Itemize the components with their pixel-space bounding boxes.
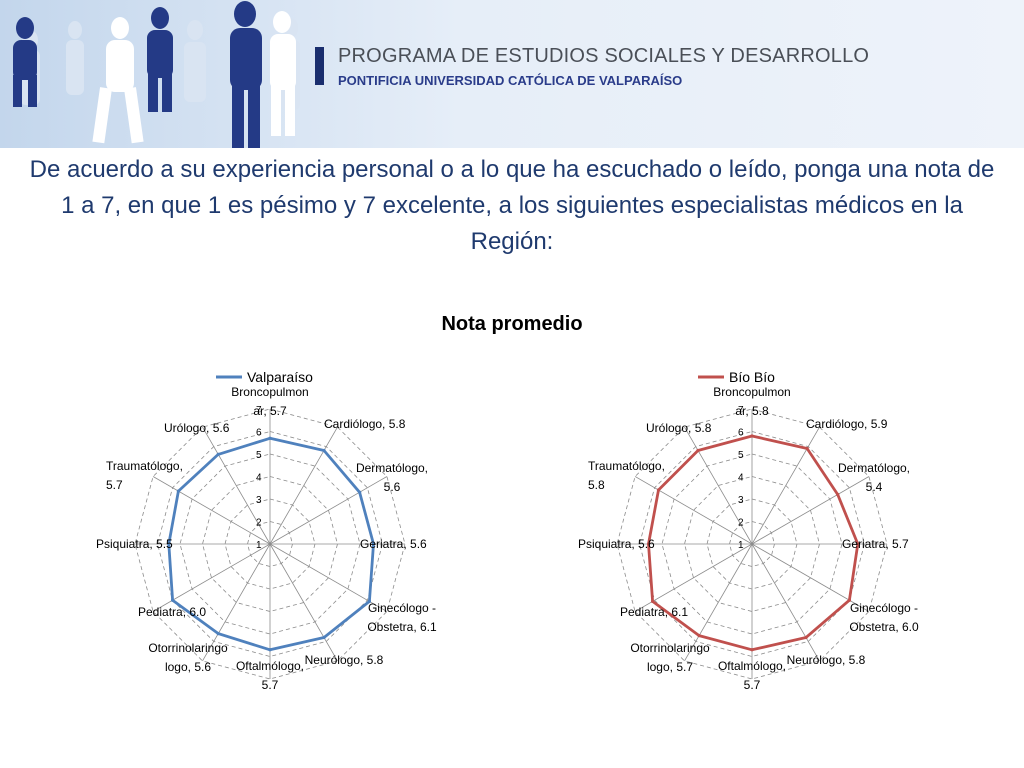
data-point xyxy=(697,633,701,638)
grid-spoke xyxy=(269,476,388,545)
grid-spoke xyxy=(684,426,753,545)
tick-label: 7 xyxy=(256,405,262,416)
people-silhouettes-image xyxy=(13,1,300,148)
data-label: Geriatra, 5.7 xyxy=(842,537,909,551)
data-point xyxy=(651,599,655,603)
legend-label: Bío Bío xyxy=(729,369,775,385)
data-point xyxy=(371,542,376,546)
data-point xyxy=(170,598,175,602)
grid-spoke xyxy=(202,426,271,545)
grid-spoke xyxy=(202,543,271,662)
data-point xyxy=(322,635,326,640)
grid-spoke xyxy=(751,426,820,545)
data-label: Traumatólogo, 5.8 xyxy=(588,459,665,492)
tick-label: 4 xyxy=(256,473,262,484)
data-point xyxy=(856,542,860,546)
data-label: Oftalmólogo, 5.7 xyxy=(718,659,786,692)
tick-label: 7 xyxy=(738,405,744,416)
tick-label: 2 xyxy=(738,518,744,529)
grid-spoke xyxy=(269,543,388,612)
data-label: Broncopulmon ar, 5.7 xyxy=(231,385,308,418)
grid-spoke xyxy=(269,543,338,662)
tick-label: 2 xyxy=(256,518,262,529)
data-label: Urólogo, 5.6 xyxy=(164,421,230,435)
university-name: PONTIFICIA UNIVERSIDAD CATÓLICA DE VALPA… xyxy=(338,73,683,88)
data-point xyxy=(322,448,326,453)
data-point xyxy=(656,488,661,492)
header-banner: PROGRAMA DE ESTUDIOS SOCIALES Y DESARROL… xyxy=(0,0,1024,148)
data-label: Cardiólogo, 5.9 xyxy=(806,417,888,431)
tick-label: 4 xyxy=(738,473,744,484)
data-label: Otorrinolaringo logo, 5.6 xyxy=(148,641,228,674)
data-label: Cardiólogo, 5.8 xyxy=(324,417,406,431)
data-point xyxy=(367,599,371,603)
tick-label: 1 xyxy=(256,540,262,551)
data-label: Ginecólogo -Obstetra, 6.0 xyxy=(849,601,919,634)
data-label: Pediatra, 6.1 xyxy=(620,605,688,619)
tick-label: 6 xyxy=(256,428,262,439)
data-point xyxy=(358,490,362,494)
tick-label: 3 xyxy=(256,495,262,506)
data-label: Neurólogo, 5.8 xyxy=(787,653,866,667)
data-point xyxy=(836,492,840,497)
data-point xyxy=(176,489,181,493)
logo-bar xyxy=(315,47,324,85)
data-label: Dermatólogo, 5.4 xyxy=(838,461,910,494)
chart-title: Nota promedio xyxy=(441,313,583,335)
data-point xyxy=(216,632,220,636)
tick-label: 3 xyxy=(738,495,744,506)
tick-label: 5 xyxy=(738,450,744,461)
data-point xyxy=(750,434,754,438)
grid-spoke xyxy=(269,426,338,545)
grid-spoke xyxy=(751,476,870,545)
legend-label: Valparaíso xyxy=(247,369,313,385)
data-label: Ginecólogo -Obstetra, 6.1 xyxy=(367,601,437,634)
data-label: Oftalmólogo, 5.7 xyxy=(236,659,304,692)
tick-label: 5 xyxy=(256,450,262,461)
grid-spoke xyxy=(152,476,271,545)
data-point xyxy=(696,448,700,453)
org-name: PROGRAMA DE ESTUDIOS SOCIALES Y DESARROL… xyxy=(338,45,870,67)
data-label: Broncopulmon ar, 5.8 xyxy=(713,385,790,418)
grid-spoke xyxy=(684,543,753,662)
data-label: Pediatra, 6.0 xyxy=(138,605,206,619)
tick-label: 6 xyxy=(738,428,744,439)
data-label: Otorrinolaringo logo, 5.7 xyxy=(630,641,710,674)
question-text: De acuerdo a su experiencia personal o a… xyxy=(29,156,995,255)
data-point xyxy=(805,446,809,451)
data-point xyxy=(646,542,651,546)
data-point xyxy=(167,542,171,546)
grid-spoke xyxy=(634,543,753,612)
data-point xyxy=(268,436,272,440)
data-label: Dermatólogo, 5.6 xyxy=(356,461,428,494)
grid-spoke xyxy=(751,543,820,662)
data-point xyxy=(216,452,220,456)
data-label: Psiquiatra, 5.6 xyxy=(578,537,655,551)
data-point xyxy=(847,598,852,602)
data-label: Geriatra, 5.6 xyxy=(360,537,427,551)
data-point xyxy=(750,648,754,652)
tick-label: 1 xyxy=(738,540,744,551)
data-label: Traumatólogo, 5.7 xyxy=(106,459,183,492)
grid-spoke xyxy=(634,476,753,545)
data-point xyxy=(804,635,808,640)
data-point xyxy=(268,648,272,652)
data-label: Urólogo, 5.8 xyxy=(646,421,712,435)
data-label: Psiquiatra, 5.5 xyxy=(96,537,173,551)
data-label: Neurólogo, 5.8 xyxy=(305,653,384,667)
